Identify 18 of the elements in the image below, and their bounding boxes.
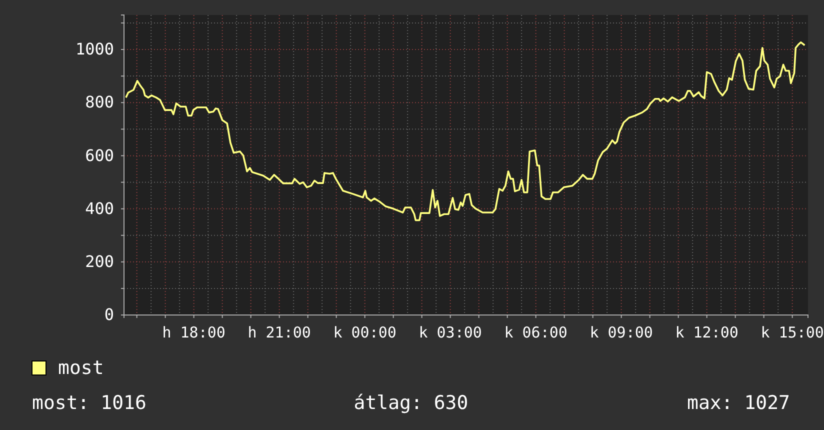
- y-tick-label: 0: [104, 305, 114, 324]
- x-tick-label: h 21:00: [248, 324, 311, 342]
- y-tick-label: 600: [85, 146, 114, 165]
- legend-label: most: [58, 357, 104, 379]
- y-tick-label: 400: [85, 198, 114, 218]
- x-tick-label: h 18:00: [162, 324, 226, 342]
- x-tick-label: k 00:00: [333, 324, 396, 342]
- text: átlag: 630: [354, 392, 468, 414]
- x-tick-label: k 03:00: [418, 324, 482, 342]
- text: most: 1016: [32, 392, 146, 414]
- y-tick-label: 200: [85, 252, 114, 272]
- text: max: 1027: [687, 392, 790, 414]
- y-tick-label: 1000: [75, 40, 114, 59]
- x-tick-label: k 09:00: [590, 324, 653, 342]
- x-tick-label: k 15:00: [760, 324, 824, 342]
- y-tick-label: 800: [85, 92, 114, 112]
- x-tick-label: k 12:00: [675, 324, 738, 342]
- x-tick-label: k 06:00: [504, 324, 568, 342]
